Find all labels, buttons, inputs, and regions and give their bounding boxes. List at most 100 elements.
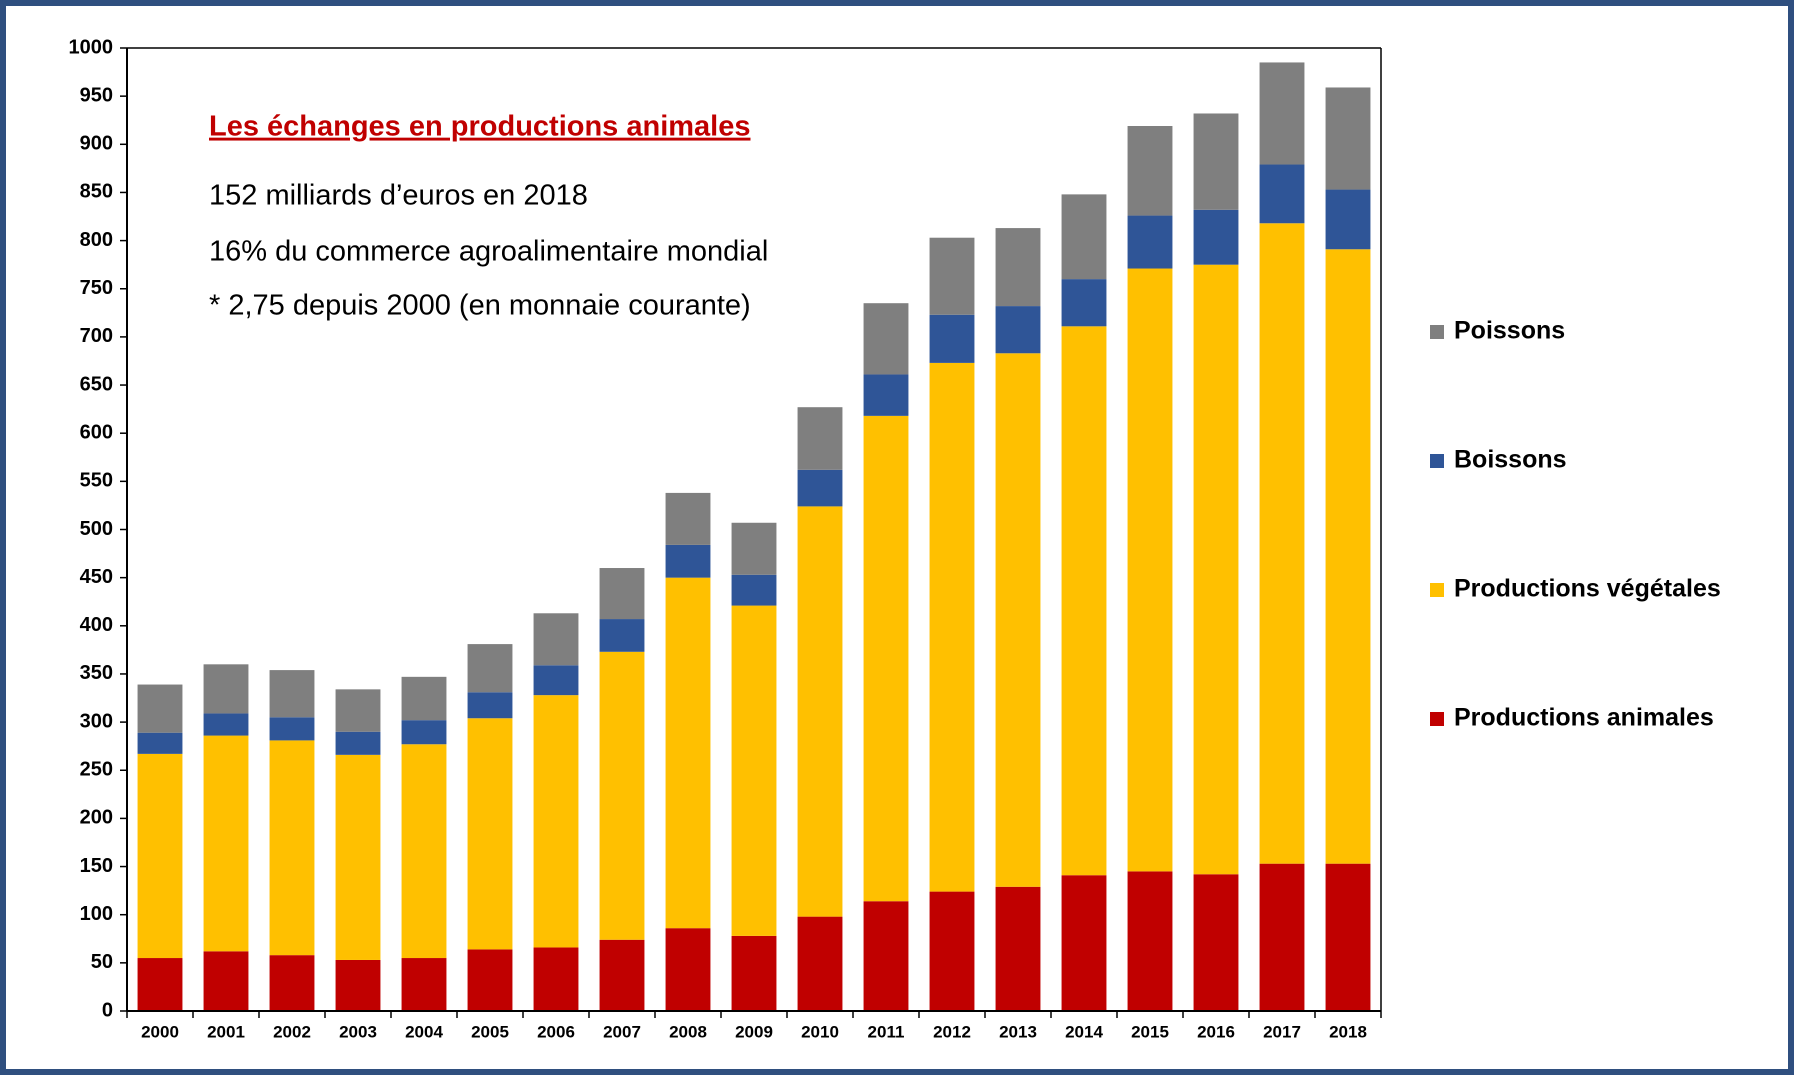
y-tick-label: 700 (80, 325, 113, 347)
y-tick-label: 100 (80, 903, 113, 925)
legend-label: Productions végétales (1454, 575, 1721, 603)
bar-segment (995, 886, 1041, 1011)
bar-segment (533, 613, 579, 666)
legend-label: Boissons (1454, 446, 1567, 474)
x-tick-label: 2009 (735, 1022, 773, 1041)
x-tick-label: 2002 (273, 1022, 311, 1041)
bar-segment (1259, 164, 1305, 224)
bar-segment (599, 939, 645, 1011)
bar-segment (731, 935, 777, 1011)
bar-segment (401, 720, 447, 745)
x-tick-label: 2001 (207, 1022, 245, 1041)
bar-segment (731, 522, 777, 575)
bar-segment (269, 740, 315, 956)
bar-segment (863, 374, 909, 416)
y-tick-label: 300 (80, 710, 113, 732)
annotation: 152 milliards d’euros en 2018 (209, 180, 588, 212)
x-tick-label: 2003 (339, 1022, 377, 1041)
bar-segment (797, 916, 843, 1011)
bar-segment (1259, 223, 1305, 864)
y-tick-label: 450 (80, 566, 113, 588)
x-tick-label: 2004 (405, 1022, 443, 1041)
bar-segment (1061, 194, 1107, 280)
bar-segment (599, 568, 645, 620)
bar-segment (929, 362, 975, 892)
y-tick-label: 550 (80, 470, 113, 492)
x-tick-label: 2012 (933, 1022, 971, 1041)
legend-swatch (1430, 325, 1444, 339)
bar-segment (401, 676, 447, 721)
bar-segment (1061, 326, 1107, 876)
chart-title: Les échanges en productions animales (209, 111, 751, 143)
y-tick-label: 350 (80, 662, 113, 684)
bar-segment (995, 306, 1041, 354)
bar-segment (797, 469, 843, 507)
y-tick-label: 200 (80, 807, 113, 829)
bar-segment (203, 735, 249, 952)
bar-segment (797, 506, 843, 917)
x-tick-label: 2013 (999, 1022, 1037, 1041)
bar-segment (269, 670, 315, 718)
bar-segment (599, 651, 645, 940)
bar-segment (929, 314, 975, 363)
bar-segment (1259, 62, 1305, 165)
bar-segment (1127, 215, 1173, 269)
bar-segment (203, 951, 249, 1011)
bar-segment (665, 544, 711, 578)
bar-segment (203, 664, 249, 714)
legend-label: Productions animales (1454, 704, 1714, 732)
annotation: 16% du commerce agroalimentaire mondial (209, 236, 768, 268)
y-tick-label: 650 (80, 373, 113, 395)
bar-segment (665, 928, 711, 1011)
bar-segment (1127, 126, 1173, 216)
bar-segment (137, 958, 183, 1011)
bar-segment (1325, 87, 1371, 190)
bar-segment (401, 958, 447, 1011)
x-tick-label: 2015 (1131, 1022, 1169, 1041)
x-tick-label: 2008 (669, 1022, 707, 1041)
x-tick-label: 2000 (141, 1022, 179, 1041)
bar-segment (929, 237, 975, 315)
bar-segment (599, 619, 645, 652)
bar-segment (1193, 209, 1239, 265)
legend-label: Poissons (1454, 317, 1565, 345)
bar-segment (929, 891, 975, 1011)
x-tick-label: 2007 (603, 1022, 641, 1041)
y-tick-label: 850 (80, 181, 113, 203)
y-tick-label: 950 (80, 84, 113, 106)
bar-segment (1193, 874, 1239, 1011)
bar-segment (203, 713, 249, 736)
bar-segment (137, 753, 183, 959)
bar-segment (1193, 264, 1239, 875)
bar-segment (995, 353, 1041, 887)
bar-segment (269, 955, 315, 1011)
x-tick-label: 2014 (1065, 1022, 1103, 1041)
y-tick-label: 0 (102, 999, 113, 1021)
bar-segment (335, 731, 381, 755)
y-tick-label: 900 (80, 133, 113, 155)
y-tick-label: 400 (80, 614, 113, 636)
bar-segment (137, 732, 183, 754)
bar-segment (467, 949, 513, 1011)
x-tick-label: 2011 (868, 1022, 905, 1041)
bar-segment (137, 684, 183, 733)
bar-segment (467, 692, 513, 719)
x-tick-label: 2016 (1197, 1022, 1235, 1041)
y-tick-label: 500 (80, 518, 113, 540)
bar-segment (1127, 871, 1173, 1011)
bar-segment (665, 492, 711, 545)
bar-segment (863, 901, 909, 1011)
x-tick-label: 2010 (801, 1022, 839, 1041)
bar-segment (1259, 863, 1305, 1011)
bar-segment (1061, 279, 1107, 327)
y-tick-label: 800 (80, 229, 113, 251)
y-tick-label: 600 (80, 421, 113, 443)
annotation: * 2,75 depuis 2000 (en monnaie courante) (209, 290, 751, 322)
bar-segment (863, 303, 909, 375)
y-tick-label: 1000 (69, 36, 114, 58)
x-tick-label: 2017 (1263, 1022, 1301, 1041)
bar-segment (1325, 189, 1371, 250)
bar-segment (533, 947, 579, 1011)
bar-segment (467, 718, 513, 950)
